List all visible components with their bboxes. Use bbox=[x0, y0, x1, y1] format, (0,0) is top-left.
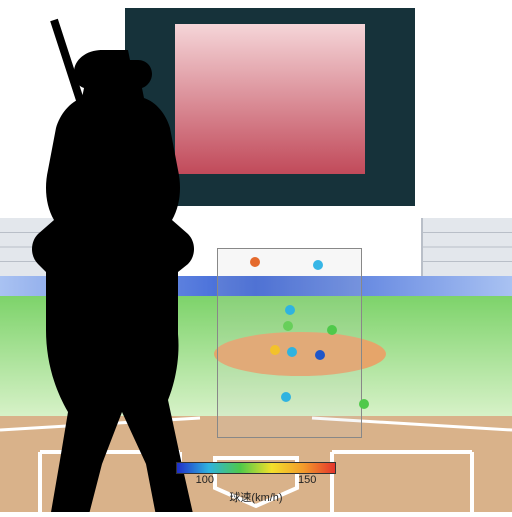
legend-tick: 150 bbox=[298, 474, 316, 486]
pitch-dot bbox=[283, 321, 293, 331]
pitch-dot bbox=[281, 392, 291, 402]
pitch-dot bbox=[285, 305, 295, 315]
speed-legend: 100 150 球速(km/h) bbox=[176, 462, 336, 505]
pitch-dot bbox=[359, 399, 369, 409]
legend-axis-label: 球速(km/h) bbox=[176, 489, 336, 505]
pitch-dot bbox=[315, 350, 325, 360]
pitch-dot bbox=[250, 257, 260, 267]
pitch-dot bbox=[313, 260, 323, 270]
pitch-dot bbox=[270, 345, 280, 355]
legend-ticks: 100 150 bbox=[176, 474, 336, 488]
strike-zone bbox=[217, 248, 362, 438]
chart-stage: 100 150 球速(km/h) bbox=[0, 0, 512, 512]
legend-tick: 100 bbox=[196, 474, 214, 486]
pitch-dot bbox=[287, 347, 297, 357]
legend-gradient-bar bbox=[176, 462, 336, 474]
pitch-dot bbox=[327, 325, 337, 335]
